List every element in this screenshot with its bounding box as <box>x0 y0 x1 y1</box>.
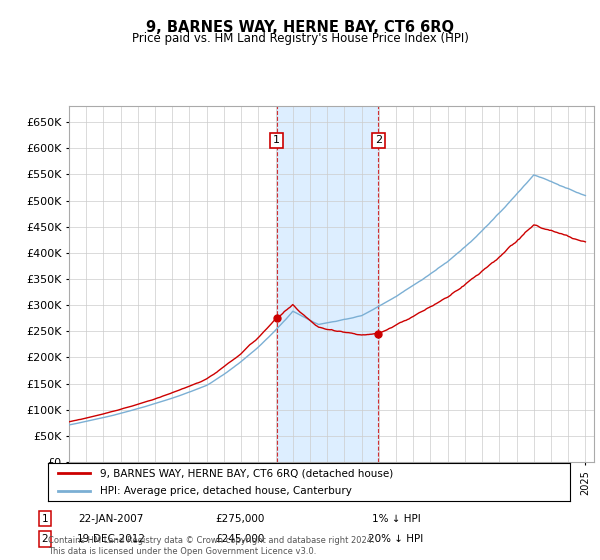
Text: Price paid vs. HM Land Registry's House Price Index (HPI): Price paid vs. HM Land Registry's House … <box>131 32 469 45</box>
Text: HPI: Average price, detached house, Canterbury: HPI: Average price, detached house, Cant… <box>100 486 352 496</box>
Text: 9, BARNES WAY, HERNE BAY, CT6 6RQ: 9, BARNES WAY, HERNE BAY, CT6 6RQ <box>146 20 454 35</box>
Text: 22-JAN-2007: 22-JAN-2007 <box>79 514 143 524</box>
Text: 1% ↓ HPI: 1% ↓ HPI <box>371 514 421 524</box>
Text: Contains HM Land Registry data © Crown copyright and database right 2024.
This d: Contains HM Land Registry data © Crown c… <box>48 536 374 556</box>
Text: 2: 2 <box>41 534 49 544</box>
Text: 19-DEC-2012: 19-DEC-2012 <box>77 534 146 544</box>
Text: 2: 2 <box>374 136 382 146</box>
Text: £275,000: £275,000 <box>215 514 265 524</box>
Text: 9, BARNES WAY, HERNE BAY, CT6 6RQ (detached house): 9, BARNES WAY, HERNE BAY, CT6 6RQ (detac… <box>100 468 394 478</box>
Text: £245,000: £245,000 <box>215 534 265 544</box>
Text: 1: 1 <box>273 136 280 146</box>
Bar <box>277 106 378 462</box>
Text: 20% ↓ HPI: 20% ↓ HPI <box>368 534 424 544</box>
Text: 1: 1 <box>41 514 49 524</box>
